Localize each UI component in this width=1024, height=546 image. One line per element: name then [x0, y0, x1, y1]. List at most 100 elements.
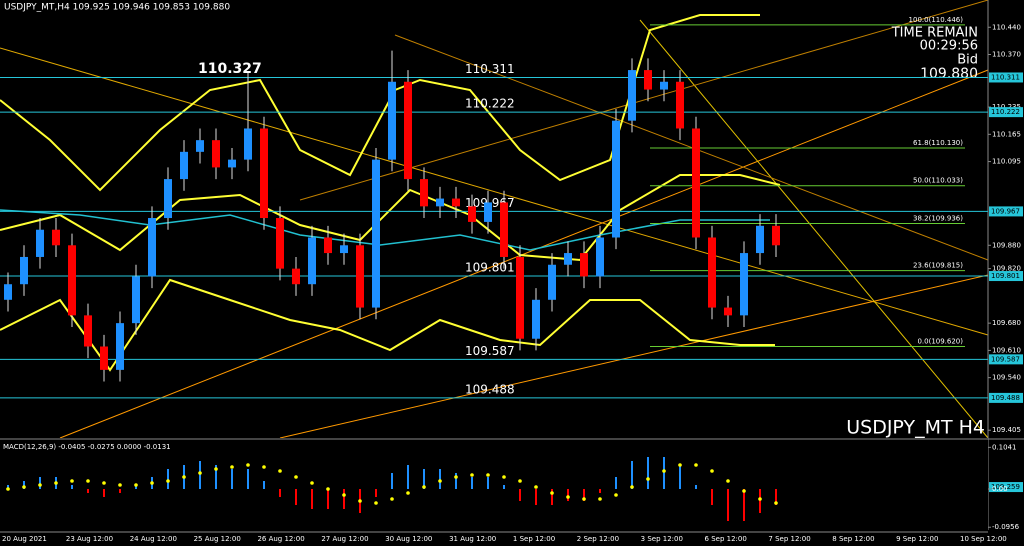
- candle-body: [756, 225, 764, 254]
- signal-dot: [406, 491, 410, 495]
- candle-body: [164, 179, 172, 219]
- candle-body: [740, 253, 748, 316]
- level-tag: [989, 107, 1023, 118]
- time-remain-label: TIME REMAIN: [891, 26, 978, 41]
- signal-dot: [662, 469, 666, 473]
- candle-body: [692, 128, 700, 238]
- x-tick-label: 10 Sep 12:00: [960, 535, 1007, 543]
- fib-label: 50.0(110.033): [913, 177, 963, 185]
- signal-dot: [502, 475, 506, 479]
- signal-dot: [550, 491, 554, 495]
- trendline: [639, 19, 989, 439]
- signal-dot: [6, 487, 10, 491]
- candle-body: [452, 198, 460, 207]
- candle-body: [52, 229, 60, 246]
- level-tag-label: 109.488: [991, 394, 1020, 402]
- candle-body: [420, 179, 428, 207]
- signal-dot: [102, 481, 106, 485]
- watermark: USDJPY_MT H4: [846, 417, 985, 439]
- x-tick-label: 24 Aug 12:00: [130, 535, 177, 543]
- signal-dot: [22, 485, 26, 489]
- candle-body: [500, 202, 508, 257]
- candle-body: [612, 120, 620, 238]
- macd-y-tick-label: 0.1041: [992, 443, 1017, 451]
- x-tick-label: 2 Sep 12:00: [577, 535, 619, 543]
- signal-dot: [310, 481, 314, 485]
- candle-body: [148, 218, 156, 277]
- level-tag-label: 110.222: [991, 108, 1020, 116]
- candle-body: [468, 206, 476, 222]
- signal-dot: [390, 497, 394, 501]
- level-tag-label: 110.311: [991, 73, 1020, 81]
- signal-dot: [694, 463, 698, 467]
- fib-label: 0.0(109.620): [917, 338, 963, 346]
- level-label: 109.587: [465, 344, 515, 358]
- signal-dot: [422, 485, 426, 489]
- bollinger-middle: [0, 174, 781, 262]
- x-tick-label: 31 Aug 12:00: [449, 535, 496, 543]
- signal-dot: [150, 481, 154, 485]
- y-tick-label: 109.880: [992, 241, 1021, 249]
- candle-body: [68, 245, 76, 316]
- trendline: [299, 0, 989, 201]
- signal-dot: [582, 497, 586, 501]
- signal-dot: [438, 479, 442, 483]
- x-tick-label: 7 Sep 12:00: [768, 535, 810, 543]
- signal-dot: [630, 485, 634, 489]
- candle-body: [116, 323, 124, 370]
- signal-dot: [198, 471, 202, 475]
- candle-body: [772, 225, 780, 246]
- candle-body: [276, 218, 284, 269]
- x-tick-label: 26 Aug 12:00: [257, 535, 304, 543]
- candle-body: [132, 276, 140, 324]
- candle-body: [372, 159, 380, 308]
- macd-pane: [0, 438, 988, 532]
- candle-body: [628, 70, 636, 121]
- level-label: 109.488: [465, 382, 515, 396]
- y-tick-label: 110.095: [992, 158, 1021, 166]
- peak-label: 110.327: [198, 61, 262, 77]
- candle-body: [228, 159, 236, 168]
- candle-body: [4, 284, 12, 300]
- candle-body: [388, 81, 396, 160]
- signal-dot: [246, 463, 250, 467]
- signal-dot: [262, 465, 266, 469]
- y-tick-label: 109.405: [992, 426, 1021, 434]
- candle-body: [212, 140, 220, 168]
- candle-body: [244, 128, 252, 160]
- candle-body: [548, 264, 556, 300]
- signal-dot: [758, 497, 762, 501]
- signal-dot: [166, 479, 170, 483]
- signal-dot: [454, 475, 458, 479]
- time-remain: 00:29:56: [920, 39, 978, 54]
- candle-body: [708, 237, 716, 308]
- signal-dot: [358, 499, 362, 503]
- candle-body: [724, 307, 732, 316]
- candle-body: [580, 253, 588, 277]
- level-tag: [989, 392, 1023, 403]
- candle-body: [340, 245, 348, 254]
- level-tag-label: 109.587: [991, 355, 1020, 363]
- level-tag: [989, 482, 1023, 493]
- y-tick-label: 110.440: [992, 23, 1021, 31]
- x-tick-label: 8 Sep 12:00: [832, 535, 874, 543]
- level-tag: [989, 354, 1023, 365]
- candle-body: [436, 198, 444, 207]
- chart-title: USDJPY_MT,H4 109.925 109.946 109.853 109…: [4, 3, 230, 13]
- level-tag-label: 109.801: [991, 272, 1020, 280]
- signal-dot: [54, 481, 58, 485]
- signal-dot: [742, 489, 746, 493]
- candle-body: [404, 81, 412, 180]
- signal-dot: [38, 483, 42, 487]
- y-tick-label: 109.820: [992, 265, 1021, 273]
- fib-label: 38.2(109.936): [913, 214, 963, 222]
- y-tick-label: 109.610: [992, 346, 1021, 354]
- candle-body: [100, 346, 108, 370]
- candle-body: [644, 70, 652, 90]
- level-tag-label: 109.259: [991, 483, 1020, 491]
- x-tick-label: 9 Sep 12:00: [896, 535, 938, 543]
- signal-dot: [86, 479, 90, 483]
- candle-body: [260, 128, 268, 219]
- y-tick-label: 109.680: [992, 319, 1021, 327]
